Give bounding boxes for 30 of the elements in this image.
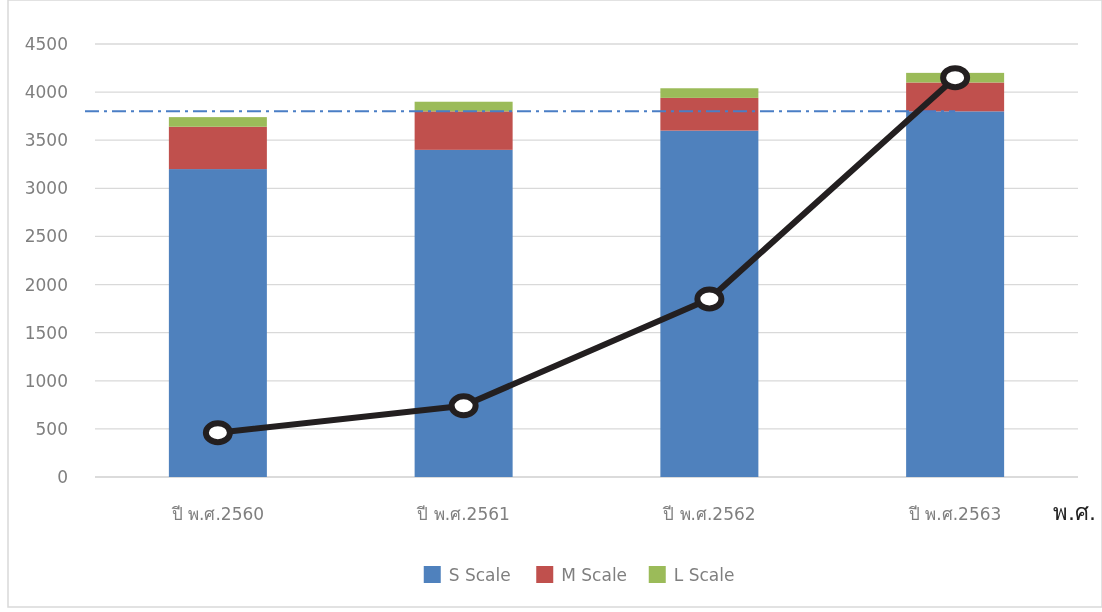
x-tick-label: ปี พ.ศ.2562 xyxy=(662,504,756,524)
bar xyxy=(414,149,513,477)
x-tick-label: ปี พ.ศ.2560 xyxy=(170,504,265,524)
bar xyxy=(168,126,267,170)
y-tick-label: 1500 xyxy=(24,322,68,343)
bar xyxy=(660,97,759,131)
bar xyxy=(168,117,267,127)
y-tick-label: 1000 xyxy=(24,370,68,391)
y-tick-label: 2500 xyxy=(24,226,68,247)
x-tick-label: ปี พ.ศ.2563 xyxy=(907,504,1002,524)
point xyxy=(448,393,479,419)
y-tick-label: 4500 xyxy=(24,34,68,54)
x-tick-label: ปี พ.ศ.2561 xyxy=(416,504,510,524)
y-tick-label: 4000 xyxy=(24,82,68,103)
bar xyxy=(414,111,513,150)
y-tick-label: 3000 xyxy=(24,178,68,199)
bar xyxy=(168,169,267,477)
y-tick-label: 2000 xyxy=(24,274,68,295)
y-tick-label: 500 xyxy=(35,418,68,439)
legend-label: S Scale xyxy=(448,565,511,585)
bar xyxy=(660,88,759,98)
legend-label: L Scale xyxy=(673,565,735,585)
y-tick-label: 0 xyxy=(57,467,68,487)
point xyxy=(694,286,725,312)
y-tick-label: 3500 xyxy=(24,130,68,151)
point xyxy=(940,65,971,91)
point xyxy=(202,420,233,446)
x-axis-title: พ.ศ. xyxy=(1053,500,1096,525)
legend-label: M Scale xyxy=(561,565,628,585)
bar xyxy=(660,130,759,477)
